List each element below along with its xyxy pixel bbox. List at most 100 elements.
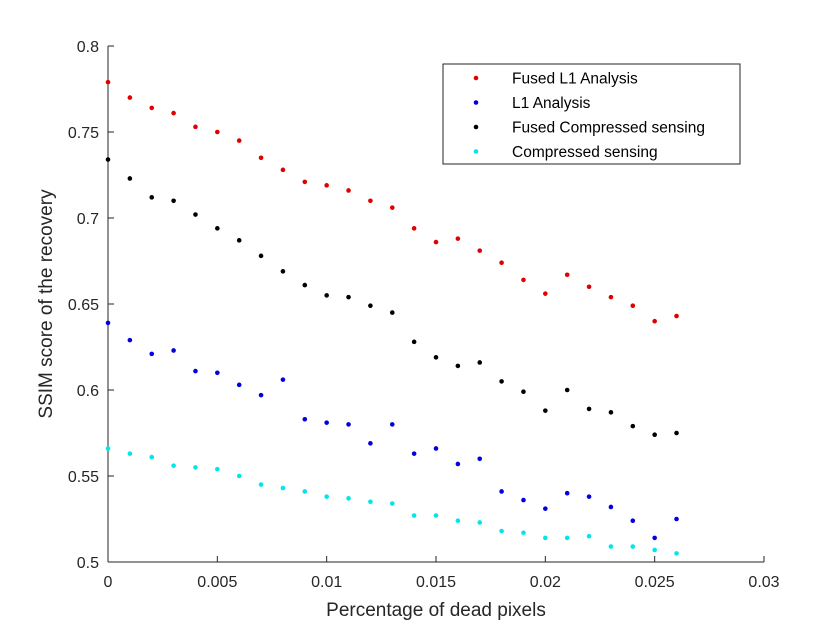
data-point	[433, 513, 439, 518]
x-tick-label: 0.03	[748, 574, 779, 591]
x-tick-label: 0	[104, 574, 113, 591]
data-point	[608, 410, 614, 415]
data-point	[630, 303, 636, 309]
data-point	[477, 520, 483, 525]
data-point	[302, 282, 308, 288]
data-point	[171, 348, 176, 353]
data-point	[215, 466, 220, 472]
data-point	[236, 382, 242, 388]
legend-marker	[473, 149, 479, 154]
data-point	[630, 518, 636, 524]
legend-label: Fused Compressed sensing	[512, 120, 705, 137]
data-point	[236, 138, 242, 143]
data-point	[280, 485, 286, 491]
data-point	[411, 513, 417, 518]
data-point	[236, 238, 242, 243]
x-axis-title: Percentage of dead pixels	[326, 600, 546, 621]
data-point	[455, 461, 461, 467]
data-point	[258, 253, 264, 259]
legend-marker	[473, 124, 479, 130]
data-point	[346, 422, 351, 427]
series-points	[105, 320, 679, 541]
x-tick-label: 0.025	[635, 574, 675, 591]
data-point	[674, 551, 679, 556]
data-point	[521, 389, 526, 395]
data-point	[630, 423, 636, 429]
data-point	[411, 339, 417, 345]
data-point	[149, 105, 155, 111]
data-point	[302, 489, 308, 494]
data-point	[149, 195, 155, 200]
data-point	[499, 260, 504, 266]
data-point	[127, 337, 133, 343]
data-point	[105, 79, 111, 85]
data-point	[389, 310, 395, 315]
data-point	[586, 494, 592, 499]
data-point	[346, 294, 351, 300]
data-point	[521, 497, 526, 503]
data-point	[652, 547, 657, 553]
data-point	[455, 518, 461, 524]
data-point	[433, 355, 439, 360]
data-point	[236, 473, 242, 479]
data-point	[389, 501, 395, 506]
data-point	[389, 205, 395, 210]
data-point	[499, 379, 504, 384]
data-point	[499, 528, 504, 534]
x-tick-label: 0.015	[416, 574, 456, 591]
data-point	[105, 446, 111, 451]
data-point	[389, 422, 395, 427]
data-point	[105, 320, 111, 326]
y-tick-label: 0.8	[77, 39, 99, 56]
data-point	[346, 496, 351, 501]
data-point	[324, 494, 329, 499]
y-tick-label: 0.75	[68, 125, 99, 142]
x-tick-label: 0.02	[530, 574, 561, 591]
data-point	[543, 291, 548, 296]
data-point	[193, 124, 198, 130]
x-tick-labels: 0 0.005 0.01 0.015 0.02 0.025 0.03	[104, 574, 780, 591]
data-point	[324, 183, 329, 188]
data-point	[127, 451, 133, 456]
data-point	[521, 277, 526, 283]
data-point	[411, 226, 417, 231]
data-point	[564, 490, 570, 496]
data-point	[258, 155, 264, 161]
data-point	[368, 303, 373, 309]
data-point	[543, 535, 548, 541]
x-tick-label: 0.01	[311, 574, 342, 591]
data-point	[499, 489, 504, 494]
legend-label: L1 Analysis	[512, 95, 591, 112]
legend-label: Fused L1 Analysis	[512, 71, 638, 88]
data-point	[171, 198, 176, 204]
data-point	[608, 294, 614, 300]
data-point	[193, 212, 198, 217]
series-points	[105, 79, 679, 324]
data-point	[455, 236, 461, 241]
data-point	[674, 313, 679, 319]
data-point	[302, 179, 308, 185]
data-point	[127, 176, 133, 181]
y-tick-label: 0.5	[77, 555, 99, 572]
data-point	[215, 370, 220, 376]
data-point	[674, 516, 679, 522]
legend-box	[442, 63, 741, 165]
y-tick-labels: 0.5 0.55 0.6 0.65 0.7 0.75 0.8	[68, 39, 99, 572]
data-point	[280, 167, 286, 173]
data-point	[477, 360, 483, 365]
data-point	[346, 188, 351, 193]
data-point	[324, 293, 329, 298]
data-points	[105, 79, 679, 556]
data-point	[608, 544, 614, 549]
legend-marker	[473, 75, 479, 81]
y-tick-label: 0.6	[77, 383, 99, 400]
data-point	[149, 351, 155, 357]
data-point	[543, 408, 548, 413]
data-point	[193, 465, 198, 470]
data-point	[564, 535, 570, 541]
data-point	[171, 110, 176, 116]
data-point	[477, 456, 483, 462]
y-tick-label: 0.7	[77, 211, 99, 228]
data-point	[324, 420, 329, 425]
data-point	[215, 129, 220, 135]
